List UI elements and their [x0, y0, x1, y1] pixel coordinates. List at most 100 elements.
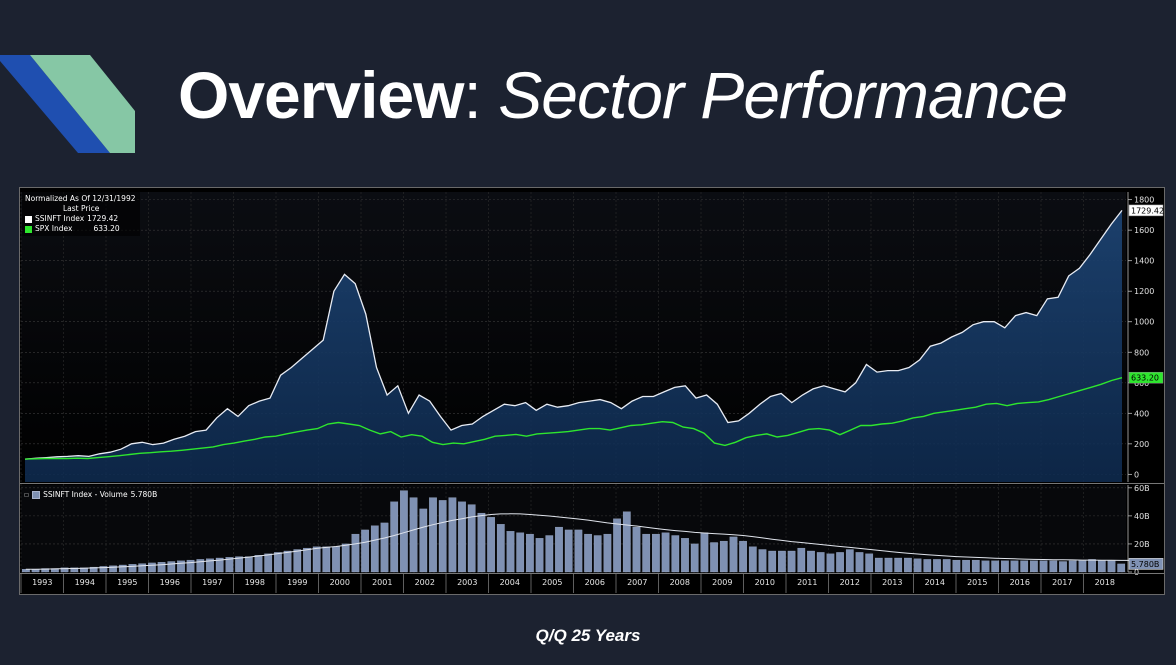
volume-bar: [942, 559, 951, 573]
blue-stripe: [0, 55, 110, 153]
volume-bar: [613, 518, 621, 573]
legend-subheader: Last Price: [63, 204, 100, 213]
ssinft-area: [25, 210, 1122, 482]
volume-bar: [1107, 560, 1116, 573]
year-label: 2009: [712, 578, 732, 587]
year-label: 1999: [287, 578, 307, 587]
volume-bar: [332, 546, 340, 573]
volume-bar: [506, 531, 515, 573]
volume-bar: [60, 567, 69, 573]
volume-bar: [526, 533, 534, 573]
spx-line: [24, 377, 1123, 460]
volume-tick-label: 20B: [1134, 540, 1150, 549]
legend-item-spx: SPX Index 633.20: [25, 224, 136, 234]
volume-bar: [555, 526, 563, 573]
volume-bar: [148, 562, 156, 573]
volume-bar: [768, 550, 777, 573]
volume-bar: [904, 557, 912, 573]
volume-bar: [700, 532, 709, 573]
volume-bar: [186, 559, 195, 573]
volume-bar: [690, 543, 699, 573]
volume-bar: [1010, 560, 1019, 573]
volume-bar: [303, 547, 311, 573]
volume-bar: [913, 558, 922, 573]
volume-bar: [206, 558, 214, 573]
volume-bar: [593, 535, 602, 573]
volume-bar: [584, 533, 592, 573]
volume-bar: [748, 546, 757, 573]
volume-bar: [409, 497, 418, 573]
volume-tick-label: 0: [1134, 568, 1139, 577]
chart-svg: 02004006008001000120014001600180060B40B2…: [20, 192, 1164, 593]
volume-bar: [448, 497, 457, 573]
volume-bar: [361, 529, 369, 573]
legend-label-volume: SSINFT Index - Volume: [43, 490, 128, 499]
volume-bar: [244, 556, 253, 573]
ssinft-last-tag-text: 1729.42: [1131, 206, 1164, 215]
year-label: 1993: [32, 578, 52, 587]
volume-bar: [826, 553, 835, 573]
volume-bar: [729, 536, 738, 573]
corner-decoration: [0, 55, 135, 153]
volume-bar: [933, 559, 941, 573]
year-label: 1994: [75, 578, 95, 587]
title-bold: Overview: [178, 58, 465, 132]
price-tick-label: 200: [1134, 440, 1149, 449]
volume-bar: [816, 552, 825, 573]
mint-stripe: [30, 55, 135, 153]
volume-bar: [884, 557, 893, 573]
title-colon: :: [463, 58, 482, 132]
caption: Q/Q 25 Years: [535, 626, 641, 645]
volume-bar: [274, 552, 282, 573]
volume-bar: [109, 565, 117, 573]
spx-last-tag-bg: [1128, 371, 1164, 384]
volume-bar: [845, 549, 854, 573]
legend-swatch-ssinft: [25, 215, 32, 223]
volume-last-tag-bg: [1128, 558, 1164, 570]
volume-bar: [89, 566, 98, 573]
year-label: 2014: [925, 578, 945, 587]
volume-bar: [196, 559, 205, 573]
chart-panel: 02004006008001000120014001600180060B40B2…: [19, 187, 1165, 595]
year-label: 2017: [1052, 578, 1072, 587]
year-label: 2005: [542, 578, 562, 587]
volume-bar: [758, 549, 767, 573]
volume-bar: [487, 517, 495, 573]
volume-bar: [312, 546, 321, 573]
volume-bar: [215, 557, 224, 573]
volume-bar: [1088, 559, 1096, 573]
year-label: 2016: [1010, 578, 1030, 587]
legend-value-spx: 633.20: [93, 224, 120, 233]
year-label: 1997: [202, 578, 222, 587]
year-label: 2013: [882, 578, 902, 587]
spx-last-tag-text: 633.20: [1131, 374, 1159, 383]
volume-bar: [894, 557, 903, 573]
volume-bar: [787, 550, 796, 573]
volume-bar: [138, 563, 147, 573]
year-label: 2011: [797, 578, 817, 587]
volume-bar: [1020, 560, 1029, 573]
volume-bar: [1068, 560, 1077, 573]
year-label: 2012: [840, 578, 860, 587]
price-tick-label: 1600: [1134, 226, 1154, 235]
year-label: 2004: [500, 578, 520, 587]
volume-bar: [496, 524, 505, 573]
price-tick-label: 1200: [1134, 287, 1154, 296]
legend-marker-icon: ▫: [24, 490, 30, 499]
legend-value-ssinft: 1729.42: [87, 214, 119, 223]
volume-bar: [632, 526, 641, 573]
volume-bar: [991, 560, 1000, 573]
volume-legend: ▫ SSINFT Index - Volume 5.780B: [24, 490, 157, 499]
ssinft-last-tag-bg: [1128, 204, 1164, 217]
volume-bar: [874, 557, 883, 573]
volume-bar: [1039, 560, 1048, 573]
volume-bar: [400, 490, 408, 573]
volume-tick-label: 40B: [1134, 512, 1150, 521]
volume-bar: [1001, 560, 1009, 573]
price-tick-label: 1800: [1134, 196, 1154, 205]
volume-bar: [41, 568, 50, 573]
year-label: 2000: [330, 578, 350, 587]
price-tick-label: 1400: [1134, 257, 1154, 266]
volume-bar: [719, 540, 728, 573]
volume-bar: [390, 501, 399, 573]
